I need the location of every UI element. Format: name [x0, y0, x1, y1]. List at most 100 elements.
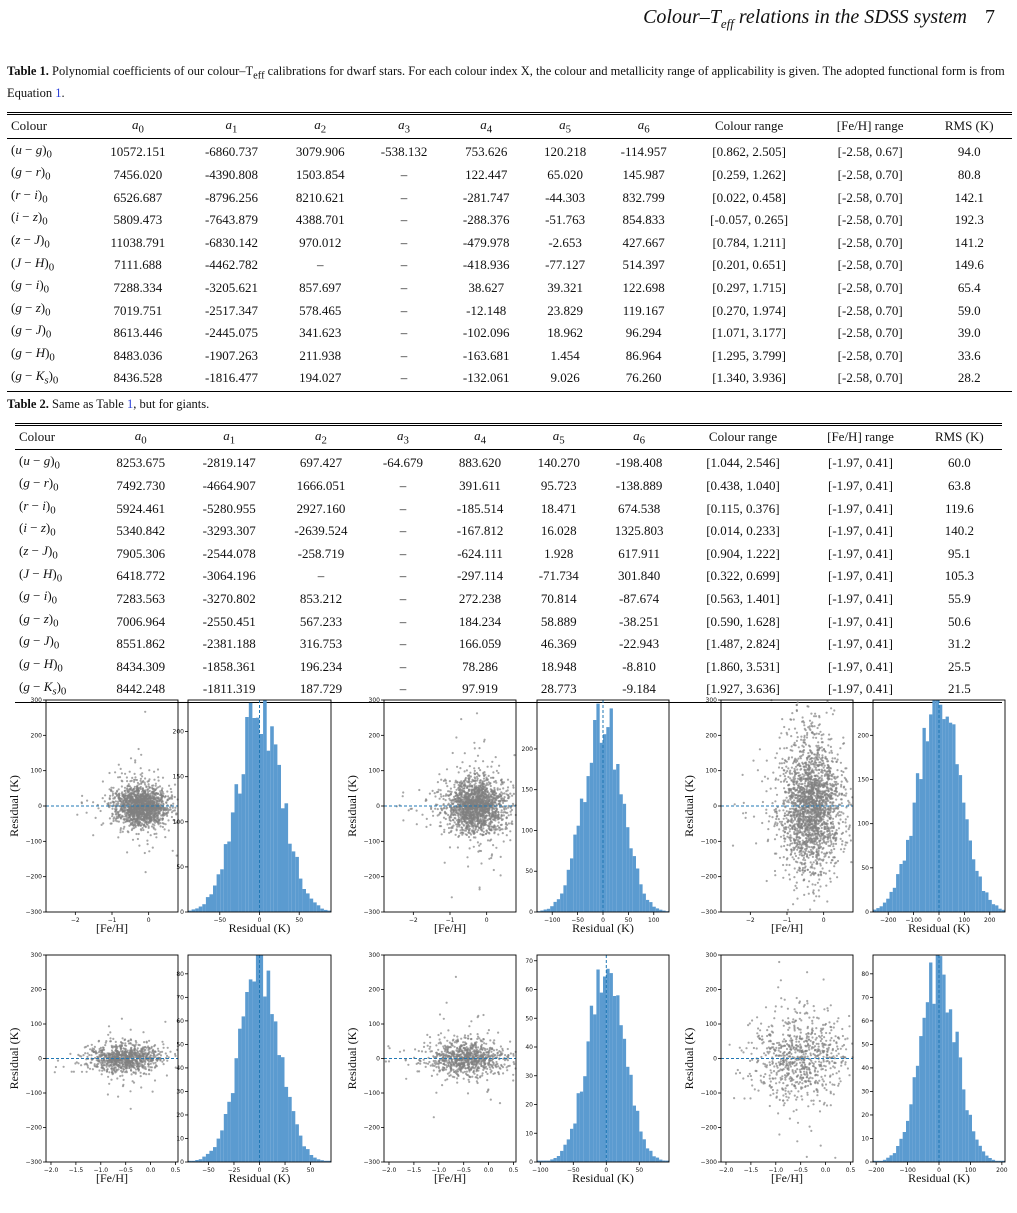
- scatter-point: [504, 826, 508, 829]
- table-cell: 192.3: [954, 212, 984, 228]
- scatter-points: [395, 712, 517, 899]
- table-cell: 2927.160: [296, 500, 346, 516]
- table-row: (g − i)0 7283.563 -3270.802 853.212–272.238…: [15, 587, 1002, 610]
- table-cell: 1666.051: [296, 477, 346, 493]
- scatter-point: [436, 814, 439, 817]
- table-cell: 5809.473: [113, 212, 163, 228]
- scatter-point: [443, 861, 446, 864]
- scatter-point: [491, 760, 494, 763]
- scatter-point: [146, 808, 150, 811]
- histogram-bar: [626, 827, 630, 912]
- table2: Colour a0 a1 a2 a3 a4 a5 a6 Colour range [Fe/H] r…: [15, 423, 1002, 704]
- table-row: (g − z)0 7019.751 -2517.347 578.465– -12.148…: [7, 299, 1012, 322]
- scatter-point: [489, 795, 492, 798]
- table-cell: [0.862, 2.505]: [712, 144, 786, 160]
- scatter-point: [802, 871, 805, 874]
- scatter-point: [793, 783, 796, 786]
- scatter-point: [496, 824, 499, 827]
- scatter-point: [157, 786, 160, 789]
- scatter-point: [477, 767, 480, 770]
- table-cell: -288.376: [462, 212, 510, 228]
- scatter-point: [160, 809, 163, 812]
- scatter-point: [114, 809, 117, 812]
- scatter-point: [495, 809, 498, 813]
- scatter-point: [136, 796, 139, 799]
- scatter-point: [124, 807, 127, 810]
- x-tick-label: −2: [71, 917, 80, 924]
- scatter-point: [820, 746, 823, 749]
- scatter-point: [492, 813, 495, 816]
- scatter-point: [497, 795, 500, 798]
- scatter-point: [166, 814, 169, 817]
- scatter-point: [811, 850, 814, 853]
- scatter-point: [783, 822, 787, 825]
- scatter-point: [774, 800, 777, 803]
- scatter-point: [153, 824, 156, 827]
- table-cell: [0.297, 1.715]: [712, 279, 786, 295]
- scatter-point: [445, 782, 448, 785]
- scatter-point: [154, 784, 157, 787]
- scatter-point: [480, 823, 483, 826]
- scatter-point: [777, 766, 781, 769]
- histogram-bar: [583, 802, 587, 912]
- scatter-point: [144, 819, 147, 822]
- scatter-point: [447, 790, 450, 793]
- scatter-point: [116, 794, 119, 797]
- scatter-point: [811, 855, 815, 858]
- table-cell: 95.1: [947, 545, 971, 561]
- table-cell: 7283.563: [116, 590, 166, 606]
- scatter-point: [435, 791, 438, 794]
- y-tick-label: 0: [376, 803, 380, 810]
- scatter-point: [836, 753, 839, 756]
- scatter-point: [793, 867, 796, 870]
- table1-link[interactable]: 1: [126, 397, 134, 411]
- scatter-point: [144, 825, 147, 828]
- scatter-point: [470, 823, 473, 826]
- scatter-point: [109, 822, 112, 825]
- scatter-point: [147, 779, 150, 783]
- scatter-point: [128, 824, 131, 827]
- scatter-point: [820, 830, 823, 833]
- table-cell: 140.270: [537, 455, 580, 471]
- table-cell: -4390.808: [204, 166, 259, 182]
- y-tick-label: 200: [369, 732, 381, 739]
- scatter-point: [101, 797, 104, 800]
- colour-index-cell: (J − H)0: [11, 254, 55, 274]
- table-cell: [1.927, 3.636]: [681, 677, 805, 704]
- scatter-point: [839, 818, 842, 821]
- scatter-point: [731, 844, 735, 847]
- scatter-point: [434, 795, 437, 798]
- scatter-point: [483, 740, 486, 743]
- scatter-point: [466, 786, 469, 789]
- scatter-point: [131, 797, 135, 800]
- scatter-point: [117, 776, 120, 779]
- column-header: a6: [596, 423, 682, 450]
- y-tick-label: 0: [529, 909, 533, 916]
- colour-index-cell: (g − H)0: [19, 655, 63, 675]
- scatter-point: [130, 779, 133, 782]
- scatter-point: [446, 806, 449, 809]
- table-cell: 1.454: [550, 347, 580, 363]
- scatter-point: [508, 795, 511, 798]
- scatter-point: [161, 787, 164, 790]
- scatter-point: [789, 777, 792, 780]
- scatter-point: [472, 826, 475, 829]
- scatter-point: [453, 821, 456, 824]
- scatter-point: [506, 786, 510, 789]
- scatter-point: [832, 845, 835, 848]
- table-row: (r − i)0 6526.687 -8796.256 8210.621– -281.7…: [7, 186, 1012, 209]
- table-cell: 883.620: [458, 455, 502, 471]
- y-tick-label: 50: [525, 868, 533, 875]
- scatter-point: [119, 831, 122, 834]
- scatter-point: [461, 828, 464, 831]
- scatter-point: [479, 795, 482, 798]
- scatter-point: [493, 797, 496, 800]
- scatter-point: [157, 812, 161, 815]
- scatter-point: [138, 823, 141, 826]
- table-cell: -198.408: [615, 455, 663, 471]
- scatter-point: [476, 789, 479, 792]
- scatter-point: [428, 792, 431, 795]
- scatter-point: [831, 760, 834, 763]
- equation-link[interactable]: 1: [55, 85, 62, 100]
- scatter-point: [148, 769, 151, 772]
